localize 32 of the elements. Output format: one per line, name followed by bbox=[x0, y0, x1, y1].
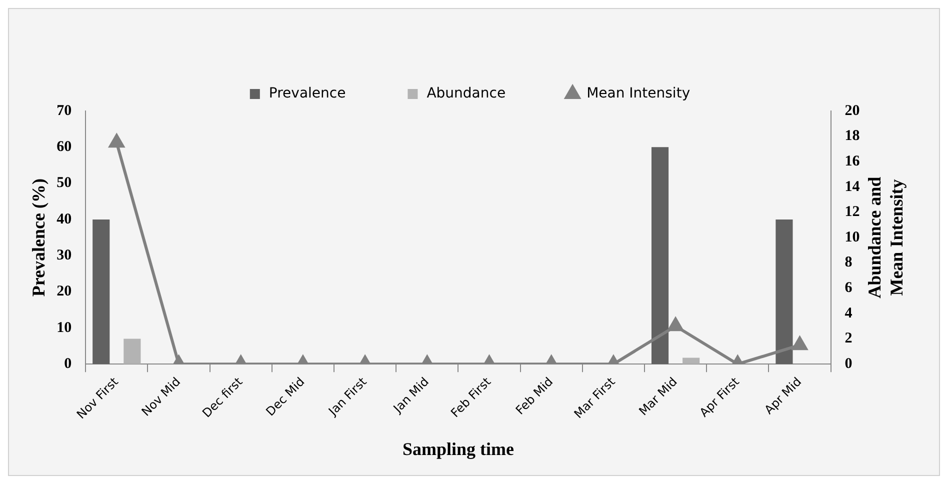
y2-tick-label: 14 bbox=[844, 178, 860, 195]
y-tick-label: 70 bbox=[56, 102, 72, 119]
x-tick-label: Mar Mid bbox=[636, 374, 680, 418]
y2-tick-label: 12 bbox=[844, 204, 860, 220]
y2-tick-label: 6 bbox=[844, 280, 853, 296]
y2-tick-label: 2 bbox=[844, 330, 852, 347]
x-tick-label: Dec first bbox=[200, 374, 246, 420]
y-tick-label: 60 bbox=[56, 139, 72, 156]
y-tick-label: 0 bbox=[64, 356, 72, 372]
x-axis-title: Sampling time bbox=[402, 438, 514, 459]
y2-tick-label: 18 bbox=[844, 128, 860, 144]
y-tick-label: 50 bbox=[56, 175, 72, 192]
y-tick-label: 30 bbox=[56, 248, 72, 264]
y-tick-label: 40 bbox=[56, 211, 72, 228]
y-tick-label: 10 bbox=[56, 320, 72, 336]
legend-label: Abundance bbox=[426, 86, 506, 102]
y2-tick-label: 16 bbox=[844, 153, 860, 170]
y-tick-label: 20 bbox=[56, 284, 72, 300]
y2-tick-label: 0 bbox=[844, 356, 852, 372]
legend-label: Prevalence bbox=[268, 86, 346, 102]
y2-tick-label: 4 bbox=[844, 305, 853, 322]
x-tick-label: Nov Mid bbox=[138, 374, 184, 419]
y2-axis-title: Abundance and Mean Intensity bbox=[864, 176, 907, 298]
x-tick-label: Apr Mid bbox=[762, 374, 804, 417]
y2-tick-label: 20 bbox=[844, 102, 860, 119]
x-tick-label: Feb Mid bbox=[512, 374, 556, 418]
x-tick-label: Jan Mid bbox=[390, 374, 432, 416]
y-axis-title: Prevalence (%) bbox=[28, 178, 48, 297]
x-tick-label: Dec Mid bbox=[263, 374, 308, 419]
y2-tick-label: 8 bbox=[844, 254, 852, 271]
y2-tick-label: 10 bbox=[844, 229, 860, 246]
legend-label: Mean Intensity bbox=[586, 86, 690, 102]
